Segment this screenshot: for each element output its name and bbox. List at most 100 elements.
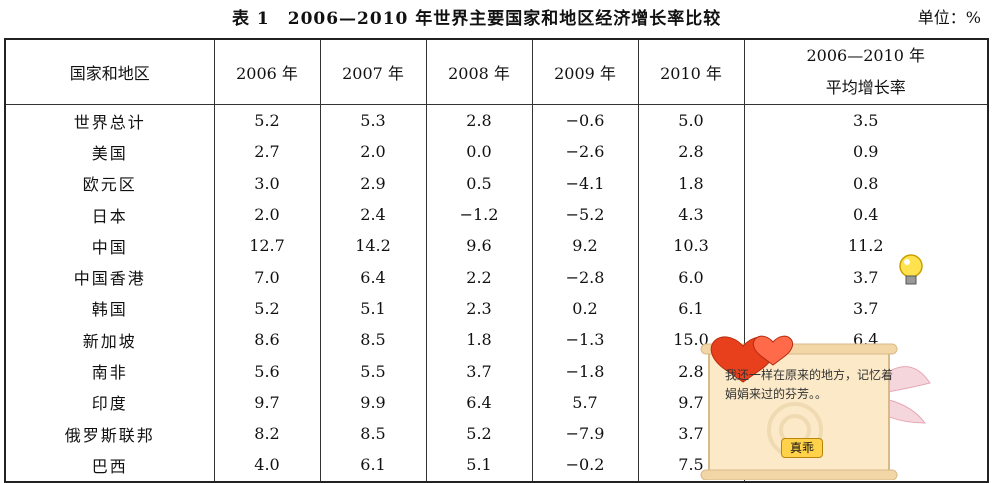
- table-cell: 5.2: [213, 292, 321, 325]
- table-cell: 2.0: [213, 198, 321, 231]
- region-name: 中国香港: [4, 261, 215, 293]
- table-row: 中国 12.7 14.2 9.6 9.2 10.3 11.2: [4, 230, 989, 262]
- table-cell: 3.0: [213, 167, 321, 199]
- region-name: 美国: [4, 136, 215, 168]
- table-cell: 3.7: [743, 292, 989, 325]
- table-cell: 6.4: [425, 386, 533, 418]
- column-header: 2010 年: [637, 39, 745, 105]
- table-cell: 5.1: [425, 449, 533, 482]
- popup-message: 我还一样在原来的地方，记忆着娟娟来过的芬芳。。: [725, 368, 894, 401]
- table-cell: 5.6: [213, 355, 321, 387]
- table-cell: −1.3: [531, 324, 639, 356]
- table-cell: 6.1: [637, 292, 745, 325]
- table-cell: 2.2: [425, 261, 533, 293]
- popup: 我还一样在原来的地方，记忆着娟娟来过的芬芳。。 真乖: [695, 318, 935, 480]
- region-name: 欧元区: [4, 167, 215, 199]
- table-cell: −7.9: [531, 417, 639, 450]
- table-cell: −0.6: [531, 104, 639, 137]
- table-cell: 7.0: [213, 261, 321, 293]
- table-cell: 0.2: [531, 292, 639, 325]
- region-name: 新加坡: [4, 324, 215, 356]
- popup-button[interactable]: 真乖: [781, 438, 823, 458]
- table-cell: 5.5: [319, 355, 427, 387]
- table-cell: −2.8: [531, 261, 639, 293]
- table-row: 中国香港 7.0 6.4 2.2 −2.8 6.0 3.7: [4, 261, 989, 293]
- column-header: 国家和地区: [4, 39, 215, 105]
- table-cell: 6.0: [637, 261, 745, 293]
- table-cell: 2.0: [319, 136, 427, 168]
- table-cell: 2.8: [425, 104, 533, 137]
- table-cell: 8.5: [319, 417, 427, 450]
- table-cell: −1.8: [531, 355, 639, 387]
- table-title: 表 1 2006—2010 年世界主要国家和地区经济增长率比较: [232, 9, 722, 29]
- table-cell: −2.6: [531, 136, 639, 168]
- region-name: 日本: [4, 198, 215, 231]
- table-cell: 9.7: [213, 386, 321, 418]
- table-cell: 5.3: [319, 104, 427, 137]
- table-cell: 2.9: [319, 167, 427, 199]
- table-cell: 8.6: [213, 324, 321, 356]
- table-cell: 3.7: [425, 355, 533, 387]
- table-cell: 1.8: [637, 167, 745, 199]
- popup-art: [700, 335, 931, 480]
- header-row: 国家和地区 2006 年 2007 年 2008 年 2009 年 2010 年 2006—…: [4, 39, 989, 105]
- table-cell: 0.0: [425, 136, 533, 168]
- table-cell: 8.2: [213, 417, 321, 450]
- table-cell: 11.2: [743, 230, 989, 262]
- region-name: 南非: [4, 355, 215, 387]
- table-cell: 4.0: [213, 449, 321, 482]
- table-cell: 3.5: [743, 104, 989, 137]
- region-name: 世界总计: [4, 104, 215, 137]
- table-cell: 6.4: [319, 261, 427, 293]
- unit-label: 单位：%: [917, 8, 981, 27]
- table-cell: 6.1: [319, 449, 427, 482]
- region-name: 中国: [4, 230, 215, 262]
- table-cell: −4.1: [531, 167, 639, 199]
- table-cell: −0.2: [531, 449, 639, 482]
- table-cell: 3.7: [743, 261, 989, 293]
- table-cell: −5.2: [531, 198, 639, 231]
- table-row: 韩国 5.2 5.1 2.3 0.2 6.1 3.7: [4, 292, 989, 325]
- table-cell: 0.5: [425, 167, 533, 199]
- title-bar: 表 1 2006—2010 年世界主要国家和地区经济增长率比较 单位：%: [0, 2, 993, 29]
- table-cell: 5.1: [319, 292, 427, 325]
- table-cell: 0.4: [743, 198, 989, 231]
- table-cell: 5.2: [213, 104, 321, 137]
- table-cell: 0.9: [743, 136, 989, 168]
- table-row: 美国 2.7 2.0 0.0 −2.6 2.8 0.9: [4, 136, 989, 168]
- column-header: 2007 年: [319, 39, 427, 105]
- table-cell: 0.8: [743, 167, 989, 199]
- column-header: 2009 年: [531, 39, 639, 105]
- column-header-line: 2006—2010 年: [806, 46, 926, 65]
- table-cell: 5.2: [425, 417, 533, 450]
- table-cell: 2.7: [213, 136, 321, 168]
- table-cell: −1.2: [425, 198, 533, 231]
- table-cell: 8.5: [319, 324, 427, 356]
- table-cell: 5.0: [637, 104, 745, 137]
- table-cell: 2.8: [637, 136, 745, 168]
- column-header: 2006—2010 年平均增长率: [743, 39, 989, 105]
- table-cell: 1.8: [425, 324, 533, 356]
- table-cell: 2.3: [425, 292, 533, 325]
- column-header: 2008 年: [425, 39, 533, 105]
- table-cell: 5.7: [531, 386, 639, 418]
- region-name: 韩国: [4, 292, 215, 325]
- lightbulb-icon: [899, 254, 923, 285]
- table-cell: 14.2: [319, 230, 427, 262]
- table-cell: 9.2: [531, 230, 639, 262]
- table-row: 世界总计 5.2 5.3 2.8 −0.6 5.0 3.5: [4, 104, 989, 137]
- column-header: 2006 年: [213, 39, 321, 105]
- table-cell: 9.9: [319, 386, 427, 418]
- table-cell: 2.4: [319, 198, 427, 231]
- table-row: 欧元区 3.0 2.9 0.5 −4.1 1.8 0.8: [4, 167, 989, 199]
- table-row: 日本 2.0 2.4 −1.2 −5.2 4.3 0.4: [4, 198, 989, 231]
- table-cell: 10.3: [637, 230, 745, 262]
- region-name: 俄罗斯联邦: [4, 417, 215, 450]
- table-cell: 9.6: [425, 230, 533, 262]
- region-name: 巴西: [4, 449, 215, 482]
- table-cell: 12.7: [213, 230, 321, 262]
- region-name: 印度: [4, 386, 215, 418]
- column-header-line: 平均增长率: [825, 78, 906, 97]
- table-cell: 4.3: [637, 198, 745, 231]
